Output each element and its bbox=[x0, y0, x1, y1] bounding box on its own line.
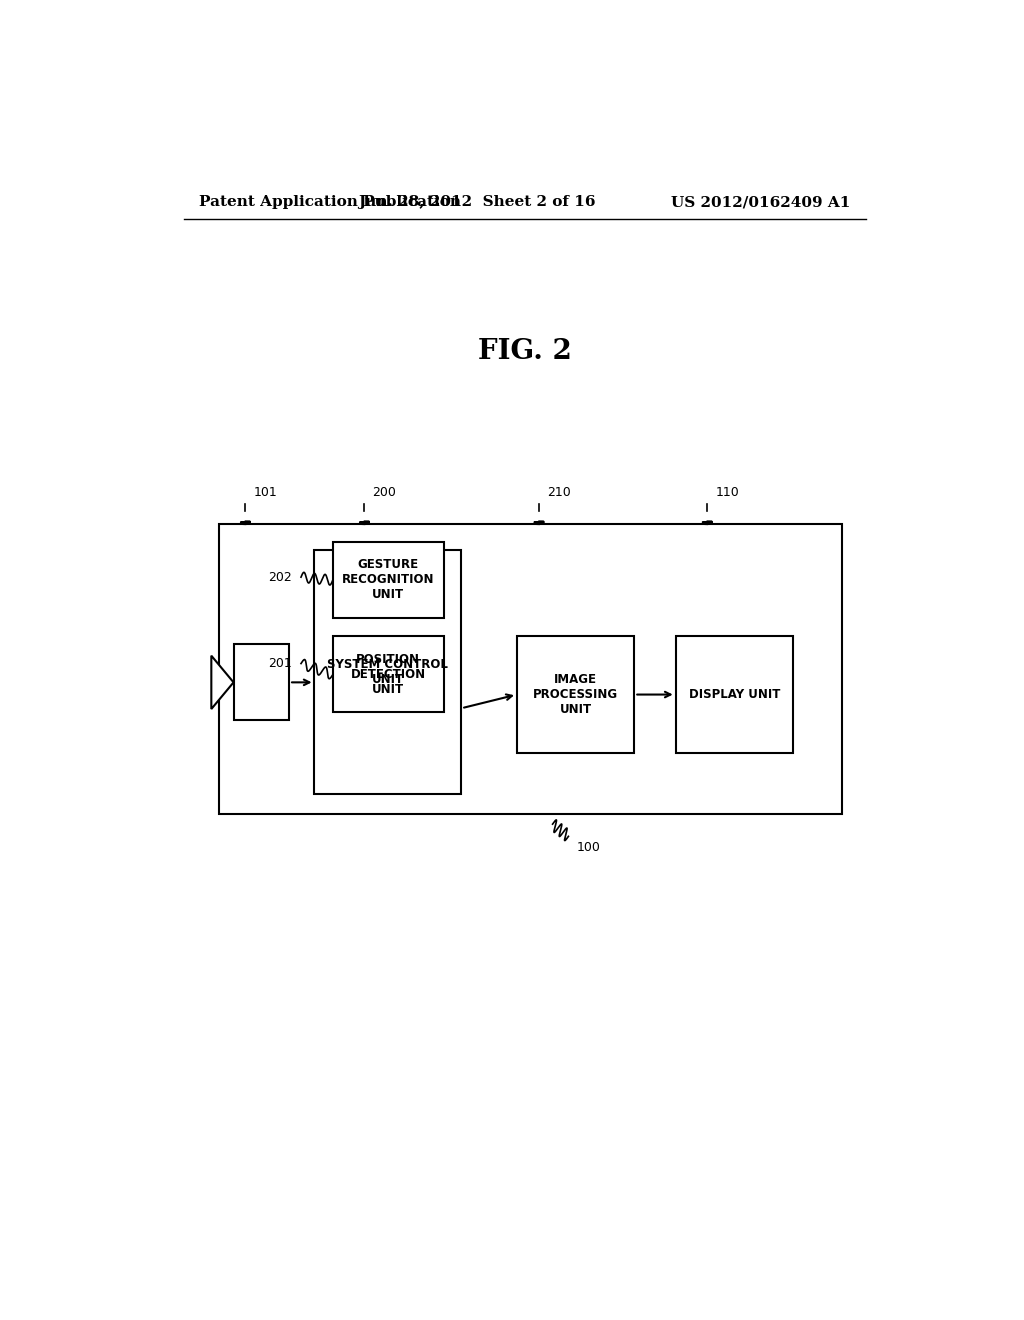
Text: 110: 110 bbox=[715, 486, 739, 499]
Bar bbox=[676, 636, 793, 752]
Text: 210: 210 bbox=[547, 486, 570, 499]
Text: 101: 101 bbox=[253, 486, 278, 499]
Text: DISPLAY UNIT: DISPLAY UNIT bbox=[688, 688, 780, 701]
Bar bbox=[517, 636, 634, 752]
Text: 202: 202 bbox=[267, 570, 292, 583]
Text: IMAGE
PROCESSING
UNIT: IMAGE PROCESSING UNIT bbox=[534, 673, 618, 715]
Text: SYSTEM CONTROL
UNIT: SYSTEM CONTROL UNIT bbox=[328, 657, 449, 685]
Text: POSITION
DETECTION
UNIT: POSITION DETECTION UNIT bbox=[351, 652, 426, 696]
Text: Jun. 28, 2012  Sheet 2 of 16: Jun. 28, 2012 Sheet 2 of 16 bbox=[358, 195, 596, 209]
Bar bbox=[233, 644, 289, 721]
Text: US 2012/0162409 A1: US 2012/0162409 A1 bbox=[671, 195, 850, 209]
Bar bbox=[333, 636, 443, 713]
Text: 201: 201 bbox=[267, 657, 292, 671]
Polygon shape bbox=[211, 656, 233, 709]
Text: FIG. 2: FIG. 2 bbox=[478, 338, 571, 366]
Bar bbox=[219, 524, 842, 814]
Bar bbox=[314, 549, 461, 793]
Text: 100: 100 bbox=[577, 841, 600, 854]
Bar bbox=[333, 541, 443, 618]
Text: GESTURE
RECOGNITION
UNIT: GESTURE RECOGNITION UNIT bbox=[342, 558, 434, 601]
Text: Patent Application Publication: Patent Application Publication bbox=[200, 195, 462, 209]
Text: 200: 200 bbox=[373, 486, 396, 499]
